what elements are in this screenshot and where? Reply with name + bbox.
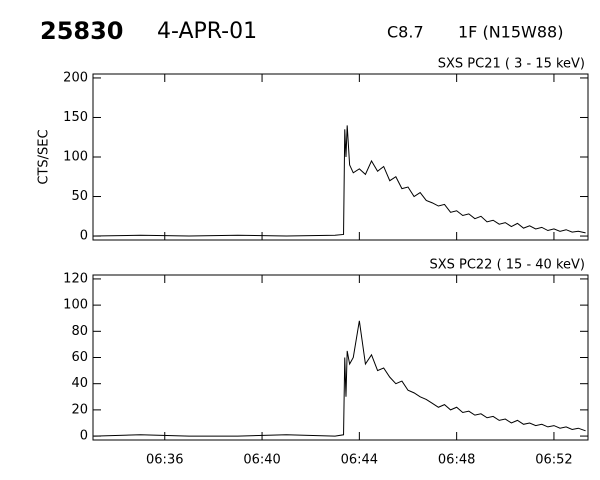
x-tick-label: 06:48 xyxy=(438,453,475,468)
x-tick-label: 06:40 xyxy=(243,453,280,468)
event-date: 4-APR-01 xyxy=(157,19,257,44)
x-tick-label: 06:36 xyxy=(146,453,183,468)
panel-title: SXS PC22 ( 15 - 40 keV) xyxy=(429,258,585,273)
x-tick-label: 06:52 xyxy=(535,453,572,468)
x-tick-label: 06:44 xyxy=(341,453,378,468)
y-tick-label: 20 xyxy=(71,402,88,417)
y-tick-label: 60 xyxy=(71,350,88,365)
data-line xyxy=(94,125,586,237)
y-tick-label: 120 xyxy=(63,271,88,286)
event-id: 25830 xyxy=(40,17,124,45)
flare-class: C8.7 xyxy=(387,23,424,42)
panel-title: SXS PC21 ( 3 - 15 keV) xyxy=(438,57,585,72)
y-tick-label: 200 xyxy=(63,70,88,85)
y-tick-label: 0 xyxy=(80,429,88,444)
y-axis-label: CTS/SEC xyxy=(37,129,52,184)
y-tick-label: 150 xyxy=(63,110,88,125)
y-tick-label: 40 xyxy=(71,376,88,391)
y-tick-label: 50 xyxy=(71,189,88,204)
flare-location: 1F (N15W88) xyxy=(458,23,563,42)
y-tick-label: 80 xyxy=(71,324,88,339)
y-tick-label: 100 xyxy=(63,150,88,165)
data-line xyxy=(94,320,586,437)
y-tick-label: 100 xyxy=(63,298,88,313)
y-tick-label: 0 xyxy=(80,229,88,244)
